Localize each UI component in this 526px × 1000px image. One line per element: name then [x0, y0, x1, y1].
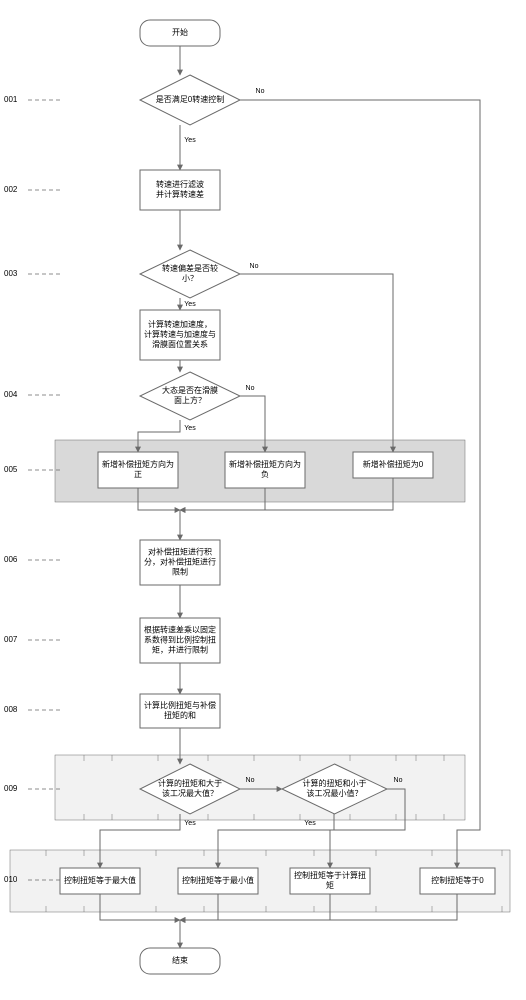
node-text-p3b: 计算转速与加速度与 [144, 329, 216, 339]
node-text-p10c: 控制扭矩等于计算扭 [294, 870, 366, 880]
edge-label: No [246, 385, 255, 392]
node-text-p10c: 矩 [326, 880, 334, 890]
node-text-p2: 转速进行滤波 [156, 179, 204, 189]
node-text-d1: 是否满足0转速控制 [156, 94, 224, 104]
edge-label: Yes [184, 425, 196, 432]
node-text-d3: 小？ [182, 274, 198, 283]
node-text-p10b: 控制扭矩等于最小值 [182, 875, 254, 885]
node-text-p5b: 新增补偿扭矩方向为 [229, 459, 301, 469]
node-text-p7: 系数得到比例控制扭 [144, 635, 216, 645]
node-text-start: 开始 [172, 27, 188, 37]
node-text-p7: 根据转速差乘以固定 [144, 625, 216, 635]
node-text-p8: 扭矩的和 [164, 710, 196, 720]
row-label-009: 009 [4, 784, 18, 793]
edge-label: No [250, 263, 259, 270]
node-text-p5b: 负 [261, 469, 269, 479]
row-label-005: 005 [4, 465, 18, 474]
row-label-003: 003 [4, 269, 18, 278]
node-text-p3b: 计算转速加速度， [148, 319, 212, 329]
row-label-010: 010 [4, 875, 18, 884]
edge-label: Yes [184, 137, 196, 144]
node-text-p10d: 控制扭矩等于0 [431, 875, 484, 885]
node-text-d9a: 该工况最大值？ [162, 788, 218, 798]
node-text-p5a: 正 [134, 470, 142, 479]
row-label-002: 002 [4, 185, 18, 194]
flow-edge [230, 274, 393, 452]
node-text-d4: 大态是否在滑膜 [162, 385, 218, 395]
node-text-d9a: 计算的扭矩和大于 [158, 778, 222, 788]
row-label-004: 004 [4, 390, 18, 399]
node-text-p3b: 滑膜面位置关系 [152, 339, 208, 349]
node-text-p8: 计算比例扭矩与补偿 [144, 700, 216, 710]
edge-label: No [394, 777, 403, 784]
row-label-006: 006 [4, 555, 18, 564]
edge-label: Yes [304, 820, 316, 827]
node-text-p6: 分，对补偿扭矩进行 [144, 557, 216, 567]
node-text-p7: 矩，并进行限制 [152, 645, 208, 655]
row-label-008: 008 [4, 705, 18, 714]
highlight-band [55, 755, 465, 820]
edge-label: No [246, 777, 255, 784]
node-text-d9b: 该工况最小值？ [307, 788, 363, 798]
node-text-p2: 并计算转速差 [156, 189, 204, 199]
node-text-p10a: 控制扭矩等于最大值 [64, 875, 136, 885]
row-label-001: 001 [4, 95, 18, 104]
node-text-p6: 对补偿扭矩进行积 [148, 547, 212, 557]
node-text-d9b: 计算的扭矩和小于 [303, 778, 367, 788]
node-text-p5c: 新增补偿扭矩为0 [363, 459, 424, 469]
node-text-d3: 转速偏差是否较 [162, 263, 218, 273]
node-text-p6: 限制 [172, 567, 188, 577]
edge-label: Yes [184, 820, 196, 827]
node-text-p5a: 新增补偿扭矩方向为 [102, 459, 174, 469]
edge-label: Yes [184, 301, 196, 308]
node-text-end: 结束 [172, 955, 188, 965]
row-label-007: 007 [4, 635, 18, 644]
node-text-d4: 面上方？ [174, 395, 206, 405]
edge-label: No [256, 88, 265, 95]
